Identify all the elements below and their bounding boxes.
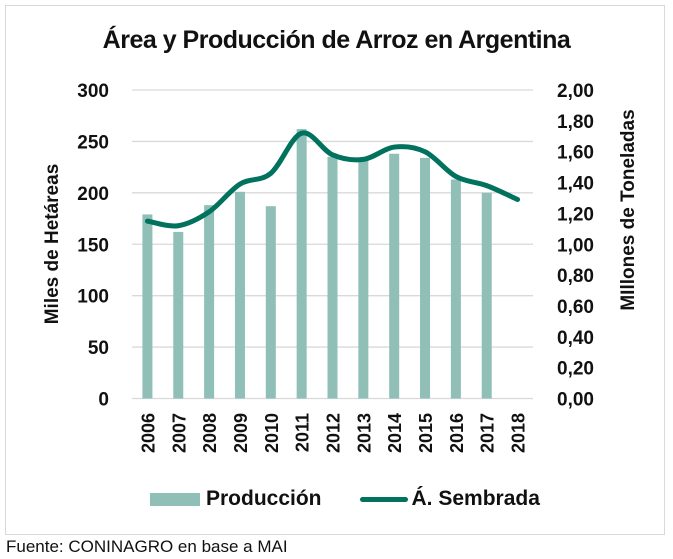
y-right-tick-label: 1,20 <box>557 204 594 225</box>
y-left-tick-label: 250 <box>77 132 109 153</box>
bar-2013 <box>358 159 369 399</box>
y-right-tick-label: 0,60 <box>557 297 594 318</box>
x-tick-label: 2012 <box>324 413 344 453</box>
y-right-tick-label: 1,00 <box>557 235 594 256</box>
x-tick-label: 2006 <box>138 413 158 453</box>
y-left-tick-label: 150 <box>77 235 109 256</box>
x-tick-label: 2014 <box>385 413 405 453</box>
x-tick-label: 2013 <box>354 413 374 453</box>
bar-2009 <box>234 191 245 399</box>
legend-label-sembrada: Á. Sembrada <box>411 487 540 510</box>
bar-2016 <box>450 179 461 399</box>
y-left-tick-label: 200 <box>77 184 109 205</box>
bars-produccion <box>142 129 492 399</box>
bar-2008 <box>204 205 215 399</box>
bar-2015 <box>420 157 431 399</box>
y-axis-right: 0,00 0,20 0,40 0,60 0,80 1,00 1,20 1,40 1,60 1,80… <box>557 81 594 411</box>
legend-item-sembrada: Á. Sembrada <box>322 487 540 511</box>
y-axis-right-title: MIllones de Toneladas <box>618 109 639 310</box>
x-tick-label: 2016 <box>447 413 467 453</box>
y-right-tick-label: 2,00 <box>557 81 594 102</box>
x-tick-label: 2008 <box>200 413 220 453</box>
legend-bar-swatch <box>150 492 200 506</box>
y-left-tick-label: 0 <box>98 390 109 411</box>
x-tick-label: 2009 <box>231 413 251 453</box>
y-right-tick-label: 1,80 <box>557 112 594 133</box>
y-right-tick-label: 0,20 <box>557 359 594 380</box>
bar-2007 <box>173 231 184 399</box>
y-right-tick-label: 0,00 <box>557 390 594 411</box>
x-tick-label: 2015 <box>416 413 436 453</box>
y-left-tick-label: 50 <box>88 338 109 359</box>
bar-2010 <box>265 206 276 399</box>
bar-2014 <box>389 153 400 399</box>
legend-item-produccion: Producción <box>150 487 322 511</box>
x-tick-label: 2011 <box>293 413 313 452</box>
y-right-tick-label: 0,40 <box>557 328 594 349</box>
x-tick-label: 2007 <box>169 413 189 453</box>
source-note: Fuente: CONINAGRO en base a MAI <box>6 537 288 556</box>
legend-line-swatch <box>359 496 408 502</box>
legend-label-produccion: Producción <box>206 487 322 510</box>
x-tick-label: 2017 <box>478 413 498 453</box>
bar-2012 <box>327 156 338 399</box>
y-right-tick-label: 1,40 <box>557 174 594 195</box>
y-right-tick-label: 0,80 <box>557 266 594 287</box>
x-tick-label: 2010 <box>262 413 282 453</box>
line-sembrada <box>144 130 521 229</box>
y-axis-left: 0 50 100 150 200 250 300 <box>77 81 109 411</box>
chart-title: Área y Producción de Arroz en Argentina <box>102 26 571 54</box>
bar-2017 <box>481 192 492 399</box>
x-tick-label: 2018 <box>509 413 529 453</box>
y-right-tick-label: 1,60 <box>557 143 594 164</box>
bar-2006 <box>142 214 153 399</box>
x-axis: 2006 2007 2008 2009 2010 2011 2012 2013 2014 2015… <box>138 413 528 453</box>
y-left-tick-label: 300 <box>77 81 109 102</box>
legend: Producción Á. Sembrada <box>150 486 540 512</box>
bar-2011 <box>296 129 307 399</box>
y-left-tick-label: 100 <box>77 287 109 308</box>
y-axis-left-title: Miles de Hetáreas <box>42 164 63 325</box>
